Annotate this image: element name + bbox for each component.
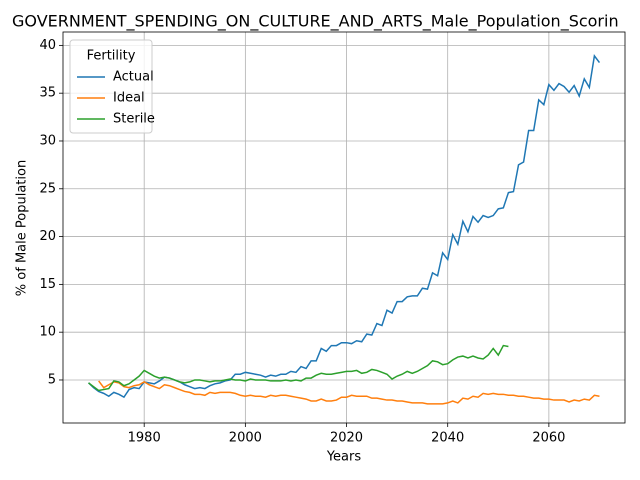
y-tick-label: 15 — [39, 277, 56, 292]
x-tick-label: 2000 — [229, 431, 262, 446]
line-series — [88, 54, 601, 399]
y-tick-label: 30 — [39, 133, 56, 148]
x-tick-label: 1980 — [128, 431, 161, 446]
x-tick-label: 2040 — [431, 431, 464, 446]
legend-title: Fertility — [87, 49, 136, 64]
legend-box — [69, 39, 153, 134]
plot-frame — [62, 31, 626, 424]
x-tick-label: 2060 — [532, 431, 565, 446]
y-tick-label: 10 — [39, 325, 56, 340]
y-tick-label: 5 — [48, 372, 56, 387]
x-axis-label: Years — [326, 450, 362, 465]
y-axis-label: % of Male Population — [15, 160, 30, 296]
legend-label: Actual — [113, 70, 154, 85]
y-tick-label: 35 — [39, 86, 56, 101]
chart-title: GOVERNMENT_SPENDING_ON_CULTURE_AND_ARTS_… — [12, 12, 619, 32]
y-tick-label: 40 — [39, 38, 56, 53]
x-tick-label: 2020 — [330, 431, 363, 446]
y-tick-label: 20 — [39, 229, 56, 244]
line-series — [88, 344, 509, 392]
line-series — [98, 380, 600, 405]
legend-label: Ideal — [113, 91, 145, 106]
y-tick-label: 25 — [39, 181, 56, 196]
legend-label: Sterile — [113, 112, 155, 127]
